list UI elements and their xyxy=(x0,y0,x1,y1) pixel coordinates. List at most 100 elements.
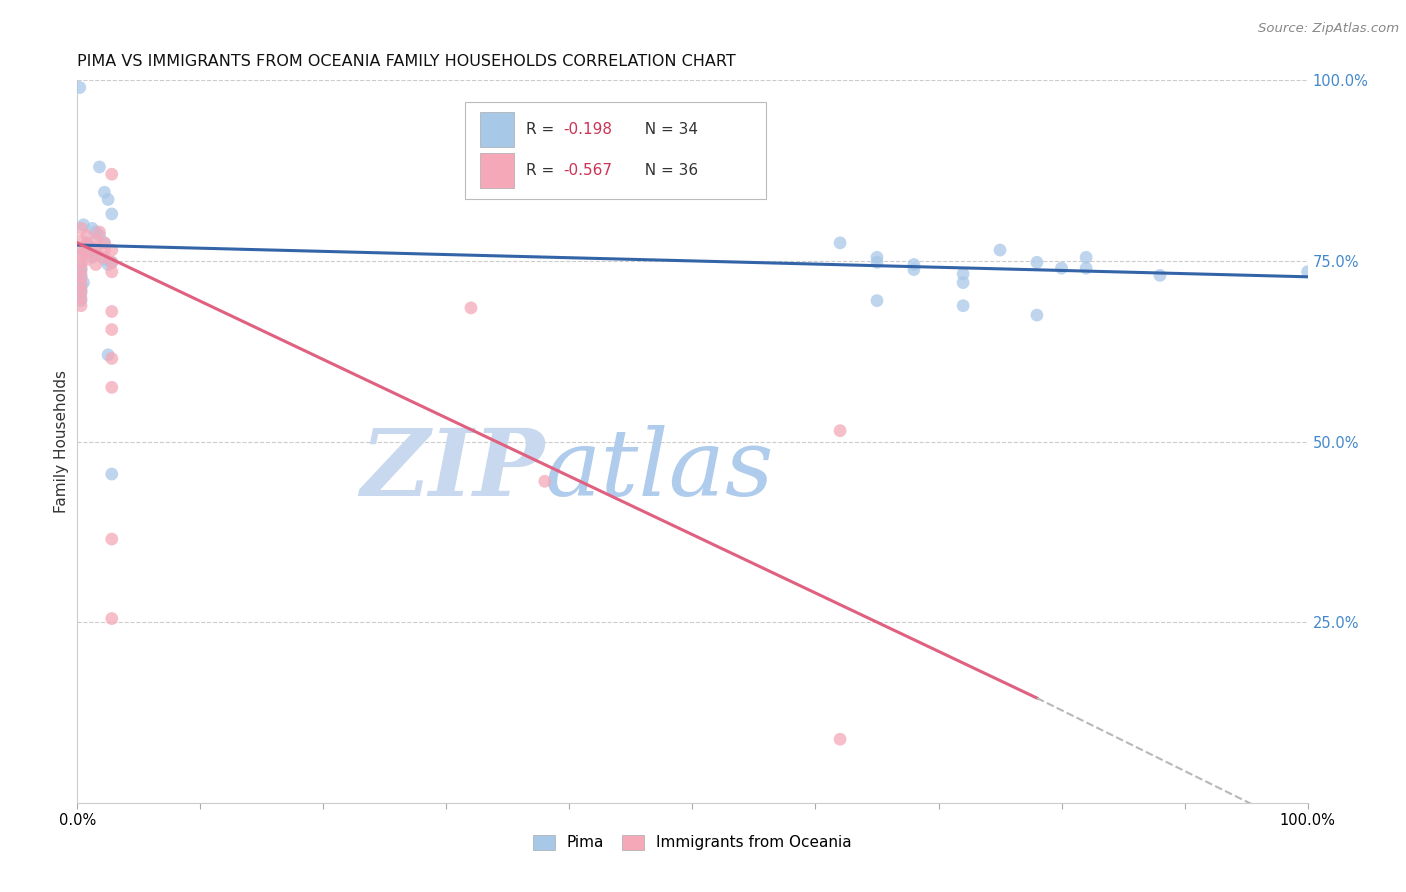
Point xyxy=(101,255,124,269)
Point xyxy=(830,732,852,747)
Point xyxy=(101,467,124,481)
Point xyxy=(830,424,852,438)
Point xyxy=(101,167,124,181)
Point xyxy=(620,163,643,178)
Point xyxy=(84,258,107,272)
Point xyxy=(1149,268,1171,283)
Point xyxy=(101,207,124,221)
Text: Source: ZipAtlas.com: Source: ZipAtlas.com xyxy=(1258,22,1399,36)
Point xyxy=(93,235,115,250)
Point xyxy=(101,351,124,366)
Point xyxy=(72,276,94,290)
Point xyxy=(84,225,107,239)
Point xyxy=(70,285,93,299)
Point xyxy=(93,186,115,200)
Point xyxy=(830,235,852,250)
Text: PIMA VS IMMIGRANTS FROM OCEANIA FAMILY HOUSEHOLDS CORRELATION CHART: PIMA VS IMMIGRANTS FROM OCEANIA FAMILY H… xyxy=(77,54,737,70)
Point xyxy=(952,267,974,281)
Point xyxy=(76,238,98,252)
Text: atlas: atlas xyxy=(546,425,775,516)
Point xyxy=(70,234,93,248)
FancyBboxPatch shape xyxy=(465,102,766,200)
Point xyxy=(70,262,93,277)
Point xyxy=(97,348,120,362)
Point xyxy=(76,228,98,243)
Text: R =: R = xyxy=(526,163,560,178)
Legend: Pima, Immigrants from Oceania: Pima, Immigrants from Oceania xyxy=(527,829,858,856)
Point xyxy=(70,286,93,301)
Point xyxy=(101,380,124,394)
Point xyxy=(101,255,124,269)
Point xyxy=(866,255,889,269)
Point xyxy=(70,292,93,306)
Point xyxy=(70,269,93,284)
Point xyxy=(903,262,925,277)
Point xyxy=(988,243,1011,257)
Point xyxy=(89,160,111,174)
Point xyxy=(866,293,889,308)
Point xyxy=(84,248,107,262)
Point xyxy=(1026,255,1049,269)
Point xyxy=(70,293,93,308)
Point xyxy=(460,301,482,315)
Text: -0.567: -0.567 xyxy=(564,163,612,178)
Point xyxy=(70,269,93,284)
Text: N = 36: N = 36 xyxy=(634,163,697,178)
Point xyxy=(70,279,93,293)
Point xyxy=(866,250,889,264)
Point xyxy=(93,243,115,257)
Point xyxy=(101,322,124,336)
Point xyxy=(1076,261,1098,276)
Y-axis label: Family Households: Family Households xyxy=(53,370,69,513)
Point xyxy=(76,235,98,250)
Point xyxy=(70,221,93,235)
Point xyxy=(70,283,93,297)
Point xyxy=(93,235,115,250)
Point xyxy=(534,475,557,489)
Point xyxy=(84,234,107,248)
Text: R =: R = xyxy=(526,122,560,136)
Point xyxy=(82,221,104,235)
Point xyxy=(93,252,115,267)
Point xyxy=(101,243,124,257)
Point xyxy=(70,299,93,313)
Point xyxy=(1296,265,1319,279)
Point xyxy=(97,258,120,272)
Point xyxy=(101,611,124,625)
Text: N = 34: N = 34 xyxy=(634,122,697,136)
Point xyxy=(1050,261,1073,276)
Point xyxy=(952,299,974,313)
Point xyxy=(93,250,115,264)
Point xyxy=(70,248,93,262)
Point xyxy=(70,277,93,291)
Point xyxy=(82,250,104,264)
Point xyxy=(97,193,120,207)
Point xyxy=(101,532,124,546)
Point xyxy=(72,244,94,259)
Point xyxy=(70,267,93,281)
Point xyxy=(101,265,124,279)
FancyBboxPatch shape xyxy=(479,112,515,147)
Point xyxy=(70,241,93,255)
Text: -0.198: -0.198 xyxy=(564,122,612,136)
Point xyxy=(101,304,124,318)
Point xyxy=(70,262,93,277)
Point xyxy=(70,260,93,274)
Point xyxy=(76,252,98,267)
Point xyxy=(84,241,107,255)
Point xyxy=(1026,308,1049,322)
Point xyxy=(89,225,111,239)
Point xyxy=(70,255,93,269)
Point xyxy=(72,218,94,232)
Point xyxy=(76,245,98,260)
FancyBboxPatch shape xyxy=(479,153,515,188)
Point xyxy=(1076,250,1098,264)
Point xyxy=(69,80,91,95)
Point xyxy=(84,248,107,262)
Text: ZIP: ZIP xyxy=(360,425,546,516)
Point xyxy=(903,258,925,272)
Point xyxy=(952,276,974,290)
Point xyxy=(89,228,111,243)
Point xyxy=(76,239,98,253)
Point xyxy=(84,243,107,257)
